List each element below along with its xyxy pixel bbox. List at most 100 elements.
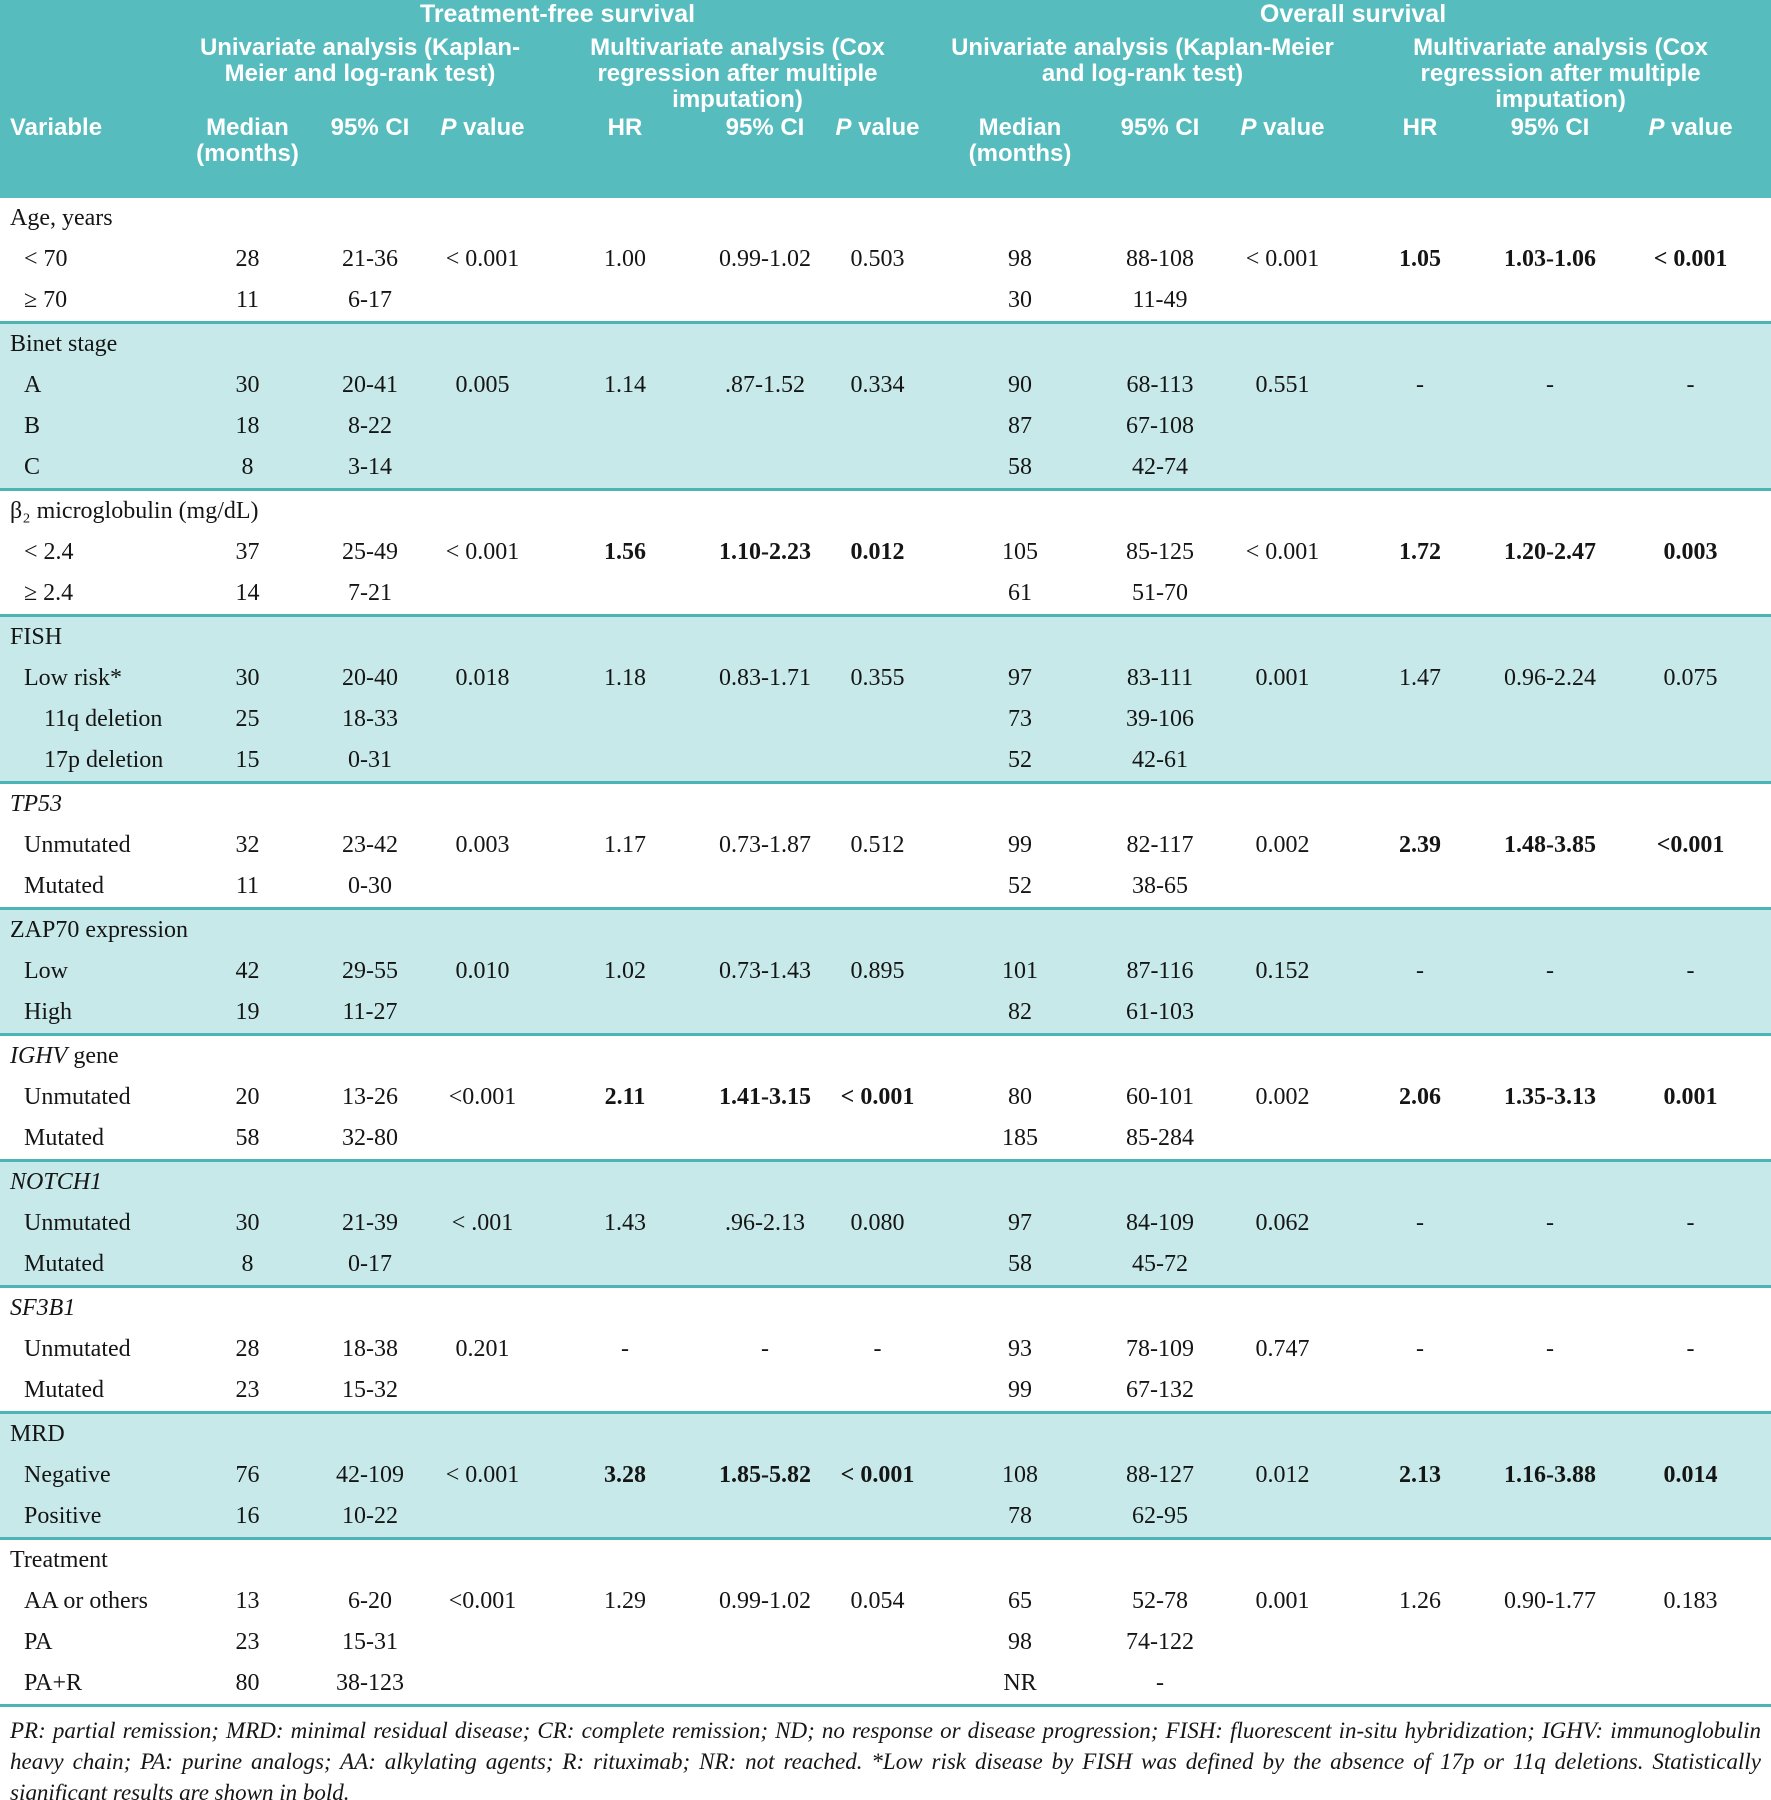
data-cell: 0.512 (850, 831, 905, 858)
data-cell: 1.72 (1399, 538, 1441, 565)
data-cell: 68-113 (1126, 371, 1194, 398)
data-cell: 0.201 (455, 1335, 510, 1362)
data-cell (425, 573, 540, 616)
data-cell: <0.001 (448, 1587, 517, 1614)
data-cell (540, 992, 710, 1035)
data-cell: 0.355 (850, 664, 905, 691)
table-row: 11q deletion 25 18-33 73 39-106 (0, 698, 1771, 740)
data-cell (425, 1244, 540, 1287)
data-cell: 18 (235, 412, 260, 439)
column-header-8: 95% CI (1105, 113, 1215, 198)
header-top-group-1: Overall survival (935, 0, 1771, 34)
data-cell: 58 (235, 1124, 260, 1151)
header-spacer (0, 0, 180, 34)
data-cell: - (761, 1335, 769, 1362)
data-cell: 1.48-3.85 (1504, 831, 1596, 858)
row-variable: A (24, 371, 42, 398)
data-cell: 14 (235, 579, 260, 606)
data-cell: 28 (235, 1335, 260, 1362)
data-cell: 90 (1008, 371, 1032, 398)
data-cell: <0.001 (448, 1083, 517, 1110)
data-cell: 13 (235, 1587, 260, 1614)
data-cell (1490, 573, 1610, 616)
data-cell: 0.062 (1255, 1209, 1310, 1236)
data-cell: 8 (241, 453, 254, 480)
data-cell: 1.10-2.23 (719, 538, 811, 565)
data-cell (1350, 866, 1490, 909)
column-header-11: 95% CI (1490, 113, 1610, 198)
data-cell: 84-109 (1126, 1209, 1194, 1236)
data-cell (710, 1496, 820, 1539)
data-cell: < 0.001 (445, 538, 520, 565)
table-row: Negative 76 42-109 < 0.001 3.28 1.85-5.82 < 0.… (0, 1454, 1771, 1496)
group-label: NOTCH1 (0, 1158, 1771, 1203)
group-label: β₂ microglobulin (mg/dL) (0, 487, 1771, 532)
data-cell (540, 1496, 710, 1539)
data-cell (1610, 573, 1771, 616)
data-cell: - (1416, 1335, 1424, 1362)
data-cell: 8-22 (348, 412, 392, 439)
data-cell: 0.054 (850, 1587, 905, 1614)
data-cell (1215, 573, 1350, 616)
data-cell (1350, 280, 1490, 323)
data-cell: - (1546, 371, 1554, 398)
data-cell (820, 406, 935, 447)
data-cell: 60-101 (1126, 1083, 1194, 1110)
data-cell: - (1686, 957, 1695, 984)
data-cell: 74-122 (1126, 1628, 1194, 1655)
data-cell: 18-33 (342, 705, 398, 732)
data-cell: 85-284 (1126, 1124, 1194, 1151)
data-cell: - (1686, 1209, 1695, 1236)
data-cell: 0.018 (455, 664, 510, 691)
data-cell: 8 (241, 1250, 254, 1277)
row-variable: Unmutated (24, 1209, 131, 1236)
row-variable: Unmutated (24, 831, 131, 858)
data-cell: 82 (1008, 998, 1032, 1025)
data-cell (1490, 1118, 1610, 1161)
data-cell: - (1686, 1335, 1695, 1362)
data-cell: 20-41 (342, 371, 398, 398)
data-cell: 185 (1002, 1124, 1038, 1151)
data-cell (540, 740, 710, 783)
data-cell (710, 740, 820, 783)
table-row: AA or others 13 6-20 <0.001 1.29 0.99-1.02 0.0… (0, 1580, 1771, 1622)
data-cell (1350, 699, 1490, 740)
column-header-9: P value (1215, 113, 1350, 198)
data-cell: 30 (1008, 286, 1032, 313)
row-variable: ≥ 2.4 (24, 579, 74, 606)
data-cell (540, 1118, 710, 1161)
row-variable: Mutated (24, 1124, 104, 1151)
data-cell (1350, 992, 1490, 1035)
row-variable: Negative (24, 1461, 111, 1488)
table-footnote: PR: partial remission; MRD: minimal resi… (0, 1703, 1771, 1800)
data-cell: <0.001 (1656, 831, 1725, 858)
table-head: Treatment-free survival Overall survival U… (0, 0, 1771, 198)
table-row: Mutated 58 32-80 185 85-284 (0, 1117, 1771, 1161)
column-header-0: Variable (0, 113, 180, 198)
table-row: B 18 8-22 87 67-108 (0, 405, 1771, 447)
data-cell: 65 (1008, 1587, 1032, 1614)
data-cell: 99 (1008, 831, 1032, 858)
table-row: Unmutated 28 18-38 0.201 - - - 93 78-109 0.747 - - - (0, 1328, 1771, 1370)
data-cell: 97 (1008, 1209, 1032, 1236)
data-cell: 1.17 (604, 831, 646, 858)
row-variable: 17p deletion (44, 746, 164, 773)
data-cell: 83-111 (1126, 664, 1194, 691)
row-variable: Unmutated (24, 1335, 131, 1362)
data-cell: 28 (235, 245, 260, 272)
data-cell: 45-72 (1132, 1250, 1188, 1277)
data-cell: < 0.001 (1245, 538, 1320, 565)
table-row: PA+R 80 38-123 NR - (0, 1662, 1771, 1704)
group-label-row: SF3B1 (0, 1284, 1771, 1329)
data-cell: 85-125 (1126, 538, 1194, 565)
row-variable: Positive (24, 1502, 102, 1529)
data-cell: 0.83-1.71 (719, 664, 811, 691)
group-label: MRD (0, 1410, 1771, 1455)
data-cell (540, 1663, 710, 1704)
data-cell (820, 699, 935, 740)
data-cell: 1.29 (604, 1587, 646, 1614)
data-cell: 1.47 (1399, 664, 1441, 691)
data-cell: 62-95 (1132, 1502, 1188, 1529)
data-cell: 37 (235, 538, 260, 565)
data-cell: 15 (235, 746, 260, 773)
